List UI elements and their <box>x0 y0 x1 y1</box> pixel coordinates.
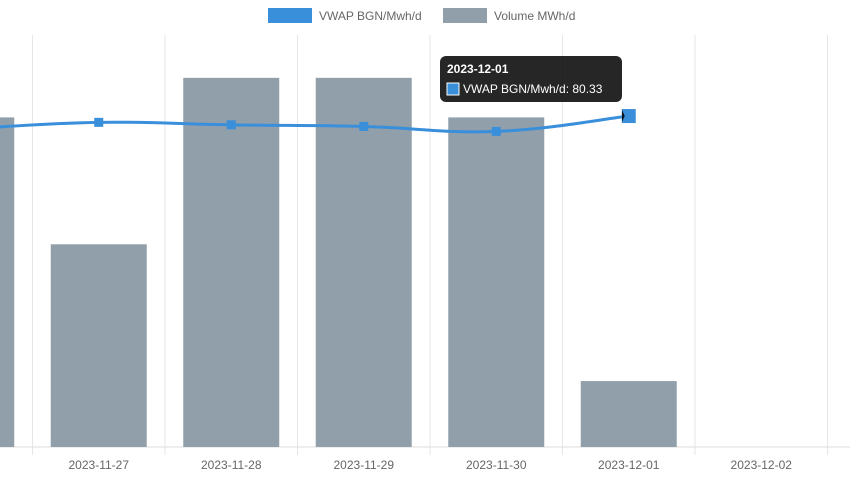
legend-swatch <box>443 8 487 23</box>
volume-bar-2023-11-30[interactable] <box>448 117 545 448</box>
legend: VWAP BGN/Mwh/d Volume MWh/d <box>268 8 575 23</box>
tooltip-swatch <box>446 82 460 96</box>
vwap-line <box>0 114 629 134</box>
x-tick-label: 2023-12-02 <box>731 458 793 472</box>
volume-bar-2023-11-27[interactable] <box>50 244 147 447</box>
vwap-point-2023-11-29[interactable] <box>359 121 369 131</box>
legend-item[interactable]: VWAP BGN/Mwh/d <box>268 8 422 23</box>
vwap-point-2023-11-30[interactable] <box>491 126 501 136</box>
vwap-point-2023-12-01[interactable] <box>621 109 636 124</box>
tooltip-title: 2023-12-01 <box>447 62 509 76</box>
tooltip: 2023-12-01 VWAP BGN/Mwh/d: 80.33 <box>440 56 625 123</box>
x-tick-label: 2023-11-30 <box>466 458 527 472</box>
legend-label: VWAP BGN/Mwh/d <box>319 9 422 23</box>
x-tick-label: 2023-11-27 <box>69 458 130 472</box>
tooltip-label: VWAP BGN/Mwh/d: 80.33 <box>463 82 603 96</box>
x-tick-label: 2023-11-29 <box>334 458 395 472</box>
tooltip-box <box>440 56 622 102</box>
volume-bars <box>0 77 677 448</box>
legend-swatch <box>268 8 312 23</box>
x-axis-ticks: 2023-11-27 2023-11-28 2023-11-29 2023-11-30… <box>69 458 793 472</box>
volume-bar-2023-11-26[interactable] <box>0 117 15 448</box>
volume-bar-2023-11-29[interactable] <box>315 77 412 448</box>
vwap-point-2023-11-28[interactable] <box>226 120 236 130</box>
legend-label: Volume MWh/d <box>494 9 575 23</box>
volume-bar-2023-11-28[interactable] <box>183 77 280 448</box>
grid <box>0 35 850 455</box>
x-tick-label: 2023-11-28 <box>201 458 262 472</box>
vwap-point-2023-11-27[interactable] <box>94 117 104 127</box>
legend-item[interactable]: Volume MWh/d <box>443 8 575 23</box>
vwap-series <box>0 109 636 136</box>
tooltip-caret <box>622 110 625 123</box>
x-tick-label: 2023-12-01 <box>598 458 660 472</box>
volume-bar-2023-12-01[interactable] <box>580 381 677 447</box>
